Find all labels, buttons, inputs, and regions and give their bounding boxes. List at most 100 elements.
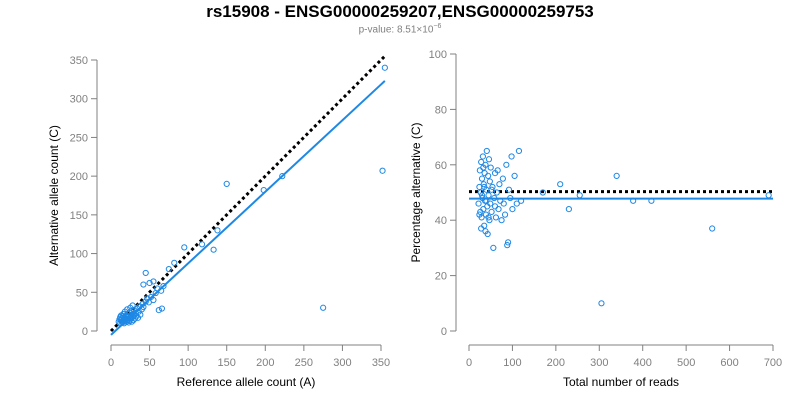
data-point <box>485 156 493 163</box>
data-point <box>475 200 482 207</box>
data-point <box>480 164 487 171</box>
data-point <box>140 281 147 288</box>
data-point <box>485 214 492 221</box>
data-point <box>165 265 172 273</box>
x-tick-label: 200 <box>547 357 565 369</box>
data-point <box>509 206 516 213</box>
data-point <box>539 189 546 196</box>
data-point <box>379 167 386 174</box>
y-tick-label: 40 <box>435 215 447 227</box>
data-point <box>142 269 149 277</box>
data-point <box>171 259 178 266</box>
data-point <box>210 246 217 253</box>
data-point <box>507 194 514 202</box>
data-point <box>485 192 492 199</box>
data-point <box>500 200 507 207</box>
y-tick-label: 250 <box>70 132 88 144</box>
data-point <box>488 186 495 193</box>
data-point <box>479 153 486 160</box>
data-point <box>181 244 188 251</box>
x-tick-label: 150 <box>218 357 236 369</box>
data-point <box>648 197 655 204</box>
data-point <box>501 211 509 218</box>
data-point <box>487 164 494 171</box>
x-tick-label: 0 <box>108 357 114 369</box>
data-point <box>765 192 772 199</box>
data-point <box>503 161 510 168</box>
data-point <box>260 186 267 194</box>
data-point <box>557 181 564 188</box>
data-point <box>142 298 149 305</box>
data-point <box>498 217 505 224</box>
data-point <box>576 192 583 199</box>
y-tick-label: 50 <box>76 287 88 299</box>
x-tick-label: 0 <box>466 357 472 369</box>
data-point <box>144 295 151 302</box>
y-axis-label: Alternative allele count (C) <box>47 125 61 266</box>
data-point <box>214 227 221 234</box>
p-value-label: p-value: 8.51×10−6 <box>0 23 800 35</box>
data-point <box>504 242 511 249</box>
data-point <box>508 153 515 160</box>
y-tick-label: 60 <box>435 160 447 172</box>
data-point <box>496 181 503 188</box>
data-point <box>150 296 157 304</box>
y-tick-label: 0 <box>82 326 88 338</box>
data-point <box>485 172 492 179</box>
data-point <box>494 167 501 174</box>
data-point <box>492 214 500 221</box>
data-point <box>513 200 520 207</box>
data-point <box>155 306 162 314</box>
x-tick-label: 400 <box>634 357 652 369</box>
y-tick-label: 300 <box>70 94 88 106</box>
y-tick-label: 80 <box>435 104 447 116</box>
data-point <box>320 304 327 311</box>
data-point <box>150 278 157 285</box>
data-point <box>478 158 485 166</box>
data-point <box>515 147 523 155</box>
p-value-exponent: −6 <box>433 23 442 30</box>
data-point <box>493 189 500 196</box>
data-point <box>598 300 605 307</box>
y-tick-label: 100 <box>70 249 88 261</box>
data-point <box>478 175 486 182</box>
data-point <box>478 225 485 232</box>
data-point <box>483 197 490 204</box>
x-tick-label: 500 <box>677 357 695 369</box>
data-point <box>137 311 144 318</box>
y-tick-label: 200 <box>70 171 88 183</box>
data-point <box>481 170 488 177</box>
y-tick-label: 350 <box>70 55 88 67</box>
data-point <box>505 186 513 193</box>
x-axis-label: Reference allele count (A) <box>177 375 316 389</box>
data-point <box>478 192 486 199</box>
reference-line <box>109 55 386 333</box>
data-point <box>504 239 512 246</box>
x-tick-label: 250 <box>295 357 313 369</box>
y-tick-label: 0 <box>441 326 447 338</box>
data-point <box>495 206 502 213</box>
data-point <box>160 282 167 290</box>
data-point <box>511 172 518 179</box>
data-point <box>709 225 716 232</box>
data-point <box>482 228 489 235</box>
x-tick-label: 200 <box>256 357 274 369</box>
data-point <box>630 197 637 204</box>
data-point <box>480 181 487 188</box>
data-point <box>146 279 153 287</box>
data-point <box>565 206 572 213</box>
x-tick-label: 100 <box>179 357 197 369</box>
data-point <box>490 244 497 251</box>
x-tick-label: 300 <box>590 357 608 369</box>
chart-title: rs15908 - ENSG00000259207,ENSG0000025975… <box>206 2 594 21</box>
x-tick-label: 300 <box>333 357 351 369</box>
data-point <box>476 167 483 174</box>
data-point <box>223 180 230 187</box>
data-point <box>486 178 493 185</box>
data-point <box>491 194 498 202</box>
data-point <box>613 172 620 179</box>
x-tick-label: 50 <box>143 357 155 369</box>
allele-count-scatter-panel: 0 50 100 150 200 250 300 350 Reference allele co… <box>47 55 390 389</box>
